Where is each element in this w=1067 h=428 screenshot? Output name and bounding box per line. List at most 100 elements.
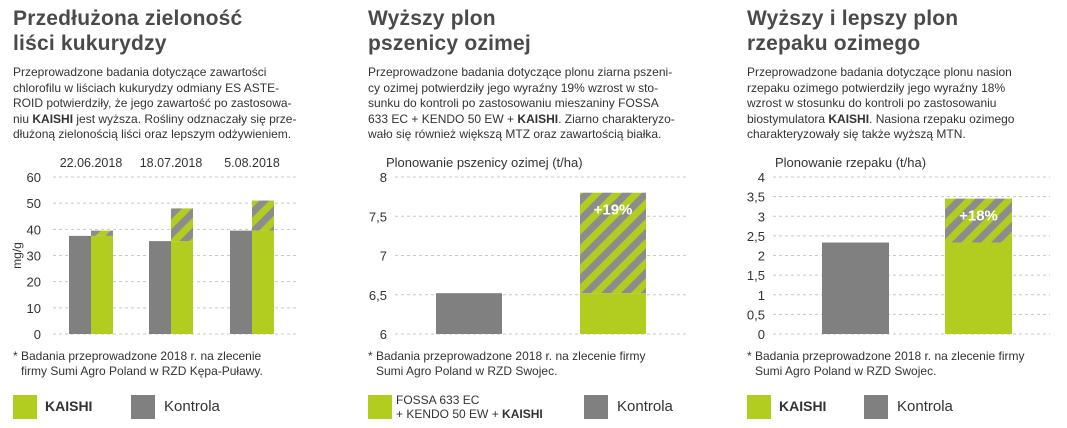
- chart-title: Plonowanie pszenicy ozimej (t/ha): [386, 155, 583, 170]
- legend-swatch-kaishi: [13, 395, 37, 419]
- bar-kaishi: [580, 293, 646, 334]
- panel-description: Przeprowadzone badania dotyczące zawarto…: [13, 65, 296, 143]
- panel-title: Wyższy i lepszy plon rzepaku ozimego: [747, 6, 958, 56]
- footnote-line: Sumi Agro Poland w RZD Swojec.: [376, 364, 558, 378]
- footnote: * Badania przeprowadzone 2018 r. na zlec…: [747, 349, 1025, 379]
- legend-label-kontrola: Kontrola: [164, 398, 220, 415]
- y-tick-label: 20: [27, 275, 41, 290]
- y-tick-label: 3,5: [747, 190, 765, 205]
- footnote-line: * Badania przeprowadzone 2018 r. na zlec…: [747, 349, 1025, 363]
- y-tick-label: 40: [27, 222, 41, 237]
- description-line: biostymulatora KAISHI. Nasiona rzepaku o…: [747, 111, 1015, 126]
- description-line: niu KAISHI jest wyższa. Rośliny odznacza…: [13, 111, 297, 126]
- description-line: sunku do kontroli po zastosowaniu miesza…: [368, 96, 659, 110]
- y-tick-label: 1,5: [747, 268, 765, 283]
- description-line: rzepaku ozimego potwierdziły jego wyraźn…: [747, 80, 1006, 95]
- title-line: Wyższy plon: [368, 7, 496, 30]
- y-tick-label: 3: [758, 209, 765, 224]
- description-line: Przeprowadzone badania dotyczące plonu z…: [368, 65, 673, 79]
- y-tick-label: 0: [34, 327, 41, 342]
- description-line: wzrost w stosunku do kontroli po zastoso…: [747, 96, 997, 110]
- panel-description: Przeprowadzone badania dotyczące plonu z…: [368, 65, 675, 143]
- bar-kaishi-increase: [91, 230, 113, 236]
- bar-kaishi-increase: [580, 192, 646, 294]
- y-tick-label: 0,5: [747, 307, 765, 322]
- bar-kontrola: [149, 241, 171, 334]
- chart-title: Plonowanie rzepaku (t/ha): [775, 155, 926, 170]
- panel-description: Przeprowadzone badania dotyczące plonu n…: [747, 65, 1014, 143]
- y-tick-label: 60: [27, 170, 41, 185]
- legend: KAISHI Kontrola: [13, 393, 343, 421]
- legend-label-kaishi: FOSSA 633 EC + KENDO 50 EW + KAISHI: [396, 393, 543, 421]
- y-tick-label: 6,5: [369, 288, 387, 303]
- description-line: cy ozimej potwierdziły jego wyraźny 19% …: [368, 80, 659, 95]
- y-tick-label: 2,5: [747, 229, 765, 244]
- y-tick-label: 30: [27, 249, 41, 264]
- bar-kaishi-increase: [171, 208, 193, 242]
- corn-chlorophyll-chart: 0 10 20 30 40 50 60 mg/g 22.06.2018 18.07.2018 5.0…: [10, 156, 296, 342]
- legend-label-line: + KENDO 50 EW +: [396, 407, 503, 421]
- panel-rapeseed: Wyższy i lepszy plon rzepaku ozimego Prz…: [747, 0, 1057, 428]
- y-tick-label: 6: [380, 327, 387, 342]
- title-line: pszenicy ozimej: [368, 32, 531, 55]
- title-line: Wyższy i lepszy plon: [747, 7, 959, 30]
- panel-title: Przedłużona zieloność liści kukurydzy: [13, 6, 242, 56]
- bar-kaishi-increase: [252, 200, 274, 231]
- wheat-yield-chart: Plonowanie pszenicy ozimej (t/ha) 6 6,5 7 7,…: [369, 155, 686, 342]
- y-tick-label: 7,5: [369, 209, 387, 224]
- footnote-line: * Badania przeprowadzone 2018 r. na zlec…: [368, 349, 646, 363]
- bar-kontrola: [230, 230, 252, 334]
- legend-label-bold: KAISHI: [502, 407, 543, 421]
- x-category-label: 22.06.2018: [60, 156, 123, 170]
- panel-wheat: Wyższy plon pszenicy ozimej Przeprowadzo…: [368, 0, 698, 428]
- description-line: ROID potwierdziły, że jego zawartość po …: [13, 96, 292, 110]
- legend-swatch-kaishi: [747, 395, 771, 419]
- description-line: charakteryzowały się także wyższą MTN.: [747, 127, 966, 141]
- legend-label-kaishi: KAISHI: [779, 398, 827, 414]
- y-axis-label: mg/g: [10, 242, 24, 269]
- bar-kaishi: [91, 235, 113, 334]
- legend: FOSSA 633 EC + KENDO 50 EW + KAISHI Kont…: [368, 393, 698, 421]
- bar-kaishi: [252, 230, 274, 334]
- bar-kaishi-increase: [945, 198, 1012, 243]
- description-line: 633 EC + KENDO 50 EW + KAISHI. Ziarno ch…: [368, 111, 675, 126]
- title-line: rzepaku ozimego: [747, 32, 921, 55]
- y-tick-label: 4: [758, 170, 765, 185]
- legend-label-kontrola: Kontrola: [617, 398, 673, 415]
- y-tick-label: 7: [380, 249, 387, 264]
- legend-swatch-kontrola: [864, 395, 888, 419]
- title-line: Przedłużona zieloność: [13, 7, 243, 30]
- description-line: wało się również większą MTZ oraz zawart…: [368, 127, 662, 141]
- y-tick-label: 50: [27, 196, 41, 211]
- y-tick-label: 8: [380, 170, 387, 185]
- y-tick-label: 1: [758, 288, 765, 303]
- footnote-line: * Badania przeprowadzone 2018 r. na zlec…: [13, 349, 262, 363]
- panel-title: Wyższy plon pszenicy ozimej: [368, 6, 531, 56]
- footnote: * Badania przeprowadzone 2018 r. na zlec…: [368, 349, 646, 379]
- footnote: * Badania przeprowadzone 2018 r. na zlec…: [13, 349, 263, 379]
- bar-kaishi: [171, 241, 193, 334]
- increase-annotation: +19%: [594, 202, 633, 219]
- x-category-label: 18.07.2018: [140, 156, 203, 170]
- bar-kontrola: [822, 242, 889, 334]
- footnote-line: firmy Sumi Agro Poland w RZD Kępa-Puławy…: [21, 364, 263, 378]
- rapeseed-yield-chart: Plonowanie rzepaku (t/ha) 0 0,5 1 1,5 2 2,5 3 3,…: [747, 155, 1050, 342]
- description-line: chlorofilu w liściach kukurydzy odmiany …: [13, 80, 280, 95]
- legend-swatch-kaishi: [368, 395, 392, 419]
- footnote-line: Sumi Agro Poland w RZD Swojec.: [755, 364, 937, 378]
- legend-swatch-kontrola: [131, 395, 155, 419]
- description-line: dłużoną zielonością liści oraz lepszym o…: [13, 127, 292, 141]
- description-line: Przeprowadzone badania dotyczące zawarto…: [13, 65, 267, 79]
- legend-label-kaishi: KAISHI: [45, 398, 93, 414]
- description-line: Przeprowadzone badania dotyczące plonu n…: [747, 65, 1012, 79]
- y-tick-label: 0: [758, 327, 765, 342]
- y-tick-label: 10: [27, 301, 41, 316]
- legend-label-kontrola: Kontrola: [897, 398, 953, 415]
- legend-label-line: FOSSA 633 EC: [396, 393, 480, 407]
- increase-annotation: +18%: [959, 208, 998, 225]
- y-tick-label: 2: [758, 249, 765, 264]
- legend-swatch-kontrola: [584, 395, 608, 419]
- x-category-label: 5.08.2018: [224, 156, 280, 170]
- bar-kaishi: [945, 242, 1012, 334]
- bar-kontrola: [69, 235, 91, 334]
